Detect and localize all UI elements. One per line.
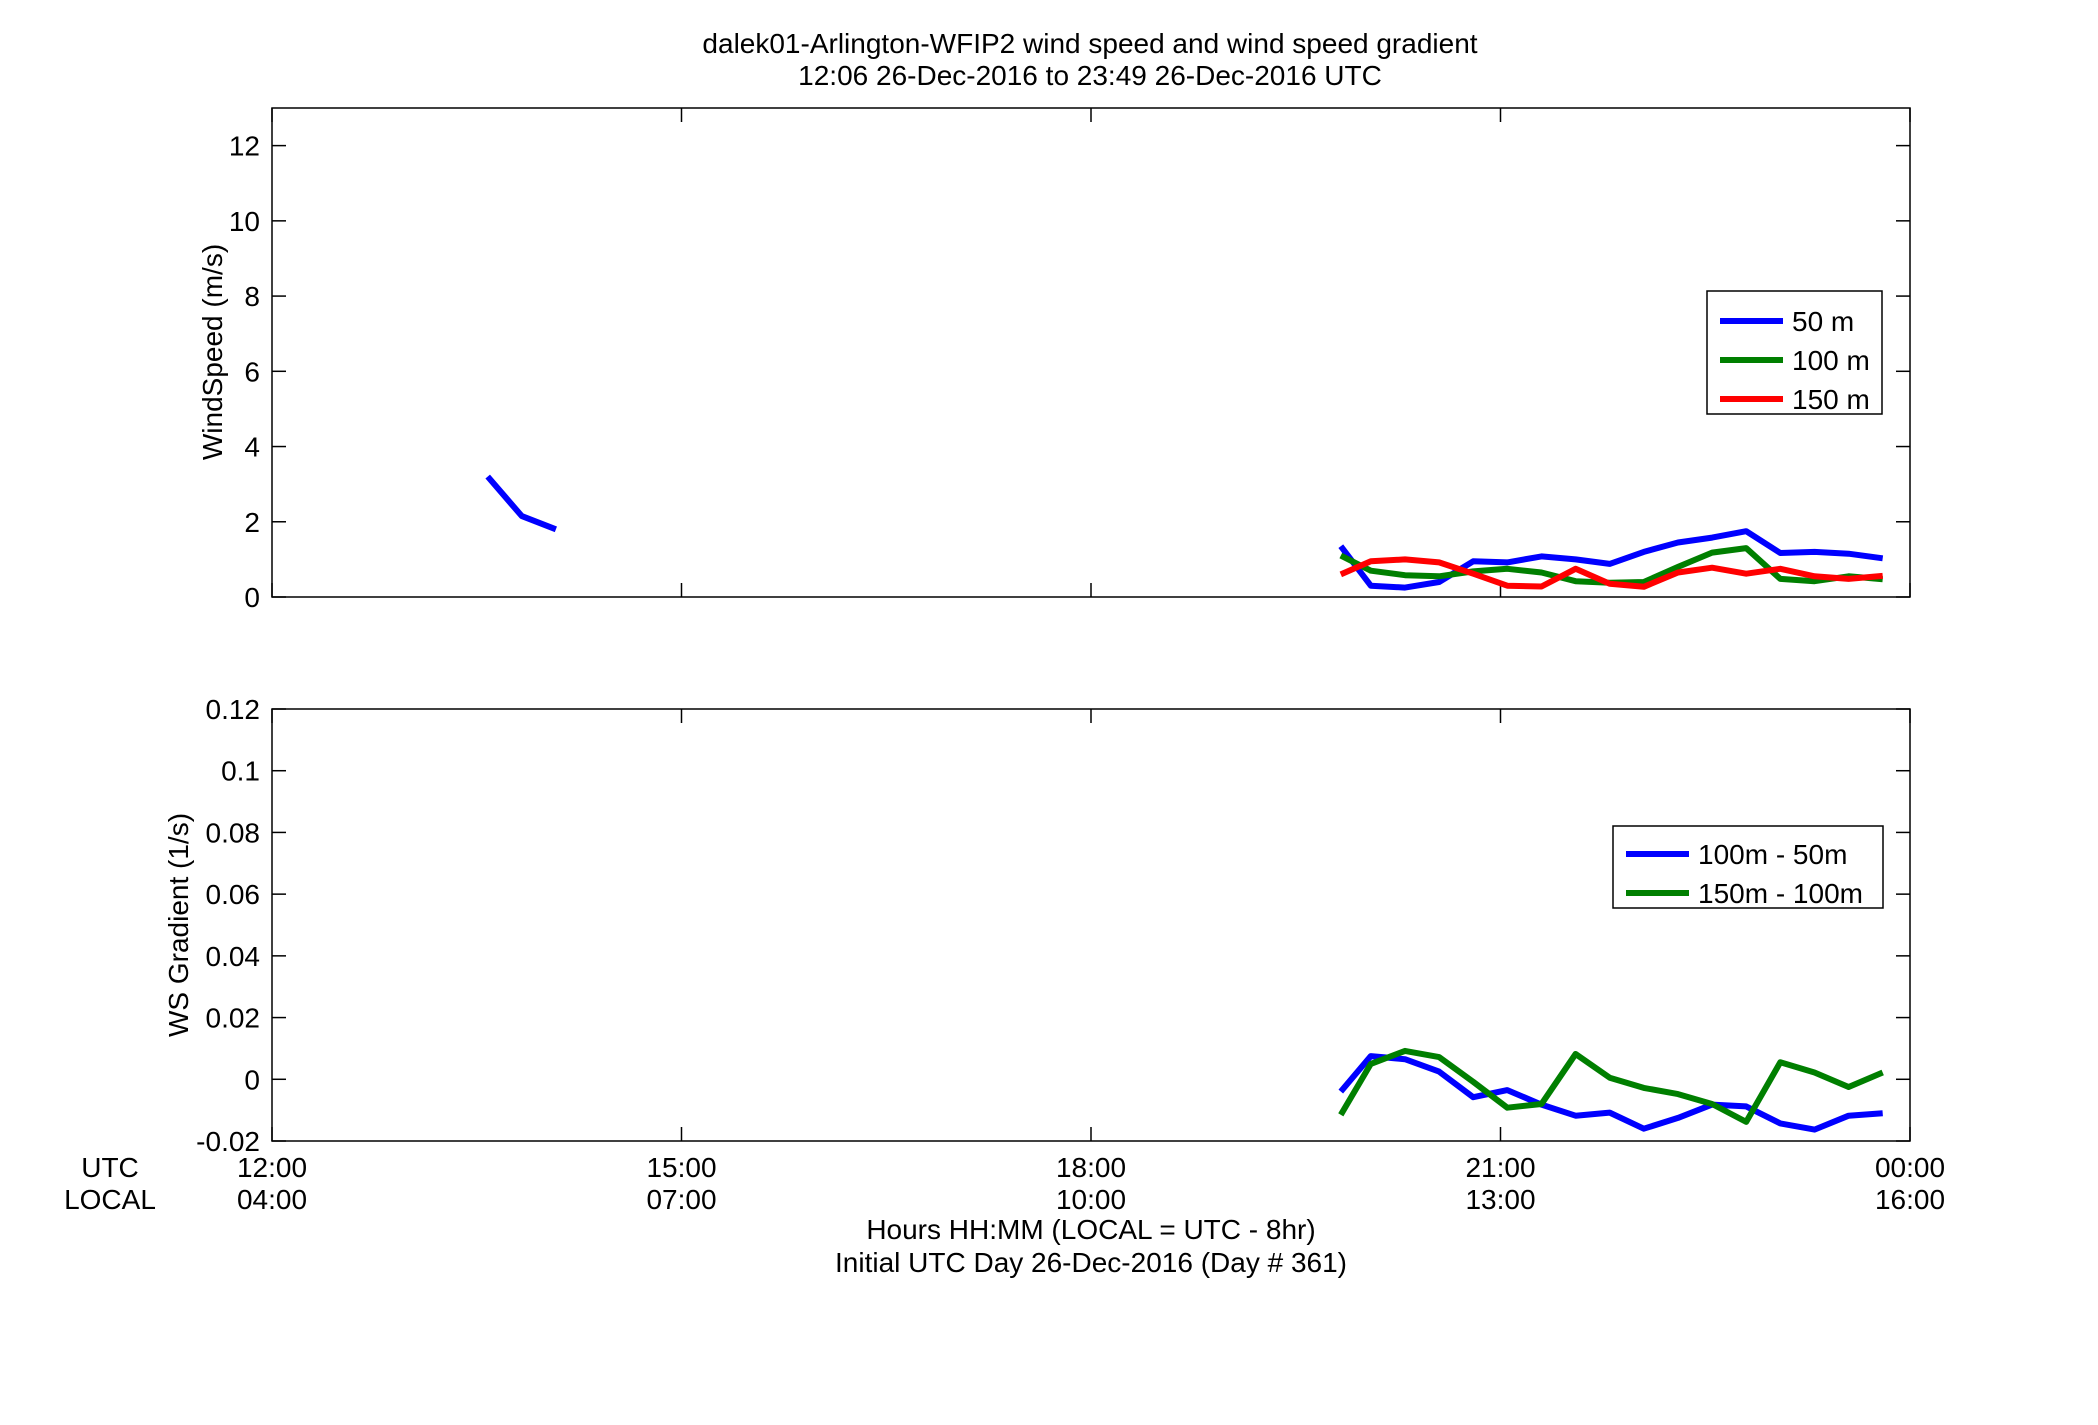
figure-title-line2: 12:06 26-Dec-2016 to 23:49 26-Dec-2016 U… bbox=[798, 60, 1382, 91]
utc-tick-label: 18:00 bbox=[1056, 1152, 1126, 1183]
series-line bbox=[1339, 556, 1883, 590]
utc-tick-label: 00:00 bbox=[1875, 1152, 1945, 1183]
local-tick-labels: 04:00 07:00 10:00 13:00 16:00 bbox=[237, 1184, 1945, 1215]
legend-label: 150 m bbox=[1792, 384, 1870, 415]
y-tick-label: 0.02 bbox=[206, 1003, 261, 1034]
y-tick-label: 0.1 bbox=[221, 756, 260, 787]
y-tick-label: 0 bbox=[244, 1064, 260, 1095]
local-row-label: LOCAL bbox=[64, 1184, 156, 1215]
gradient-axes bbox=[271, 708, 1911, 1142]
local-tick-label: 07:00 bbox=[646, 1184, 716, 1215]
legend-label: 50 m bbox=[1792, 306, 1854, 337]
wind-speed-y-axis-label: WindSpeed (m/s) bbox=[197, 244, 228, 460]
utc-tick-label: 12:00 bbox=[237, 1152, 307, 1183]
legend-label: 100m - 50m bbox=[1698, 839, 1847, 870]
wind-speed-axes bbox=[271, 107, 1911, 598]
utc-tick-label: 21:00 bbox=[1465, 1152, 1535, 1183]
utc-row-label: UTC bbox=[81, 1152, 139, 1183]
x-axis-label-line1: Hours HH:MM (LOCAL = UTC - 8hr) bbox=[866, 1214, 1315, 1245]
y-tick-label: 2 bbox=[244, 507, 260, 538]
utc-tick-labels: 12:00 15:00 18:00 21:00 00:00 bbox=[237, 1152, 1945, 1183]
wind-speed-tick-marks bbox=[271, 108, 1911, 598]
y-tick-label: 8 bbox=[244, 281, 260, 312]
utc-tick-label: 15:00 bbox=[646, 1152, 716, 1183]
local-tick-label: 10:00 bbox=[1056, 1184, 1126, 1215]
wind-speed-legend: 50 m 100 m 150 m bbox=[1706, 290, 1883, 415]
series-line bbox=[1338, 1047, 1884, 1125]
series-line bbox=[1338, 1053, 1883, 1133]
wind-speed-legend-box bbox=[1706, 290, 1883, 415]
figure-title-line1: dalek01-Arlington-WFIP2 wind speed and w… bbox=[702, 28, 1477, 59]
y-tick-label: 10 bbox=[229, 206, 260, 237]
y-tick-label: 0.08 bbox=[206, 817, 261, 848]
gradient-panel: -0.02 0 0.02 0.04 0.06 0.08 0.1 0.12 WS Gradien… bbox=[163, 694, 1911, 1157]
y-tick-label: 0.12 bbox=[206, 694, 261, 725]
y-tick-label: 4 bbox=[244, 432, 260, 463]
y-tick-label: 0 bbox=[244, 582, 260, 613]
series-line bbox=[1338, 528, 1884, 591]
y-tick-label: 6 bbox=[244, 356, 260, 387]
y-tick-label: -0.02 bbox=[196, 1126, 260, 1157]
local-tick-label: 13:00 bbox=[1465, 1184, 1535, 1215]
x-axis-label-line2: Initial UTC Day 26-Dec-2016 (Day # 361) bbox=[835, 1247, 1347, 1278]
gradient-legend: 100m - 50m 150m - 100m bbox=[1612, 825, 1884, 909]
y-tick-label: 12 bbox=[229, 131, 260, 162]
legend-label: 150m - 100m bbox=[1698, 878, 1863, 909]
wind-speed-panel: 0 2 4 6 8 10 12 WindSpeed (m/s) 50 m 100 m 150 m bbox=[197, 107, 1911, 613]
gradient-y-tick-labels: -0.02 0 0.02 0.04 0.06 0.08 0.1 0.12 bbox=[196, 694, 260, 1157]
wind-speed-y-tick-labels: 0 2 4 6 8 10 12 bbox=[229, 131, 260, 613]
y-tick-label: 0.06 bbox=[206, 879, 261, 910]
gradient-series bbox=[1338, 1047, 1884, 1133]
legend-label: 100 m bbox=[1792, 345, 1870, 376]
wind-speed-series bbox=[485, 474, 1884, 591]
local-tick-label: 16:00 bbox=[1875, 1184, 1945, 1215]
series-line bbox=[485, 474, 557, 533]
local-tick-label: 04:00 bbox=[237, 1184, 307, 1215]
y-tick-label: 0.04 bbox=[206, 941, 261, 972]
gradient-y-axis-label: WS Gradient (1/s) bbox=[163, 813, 194, 1037]
gradient-tick-marks bbox=[271, 708, 1911, 1142]
